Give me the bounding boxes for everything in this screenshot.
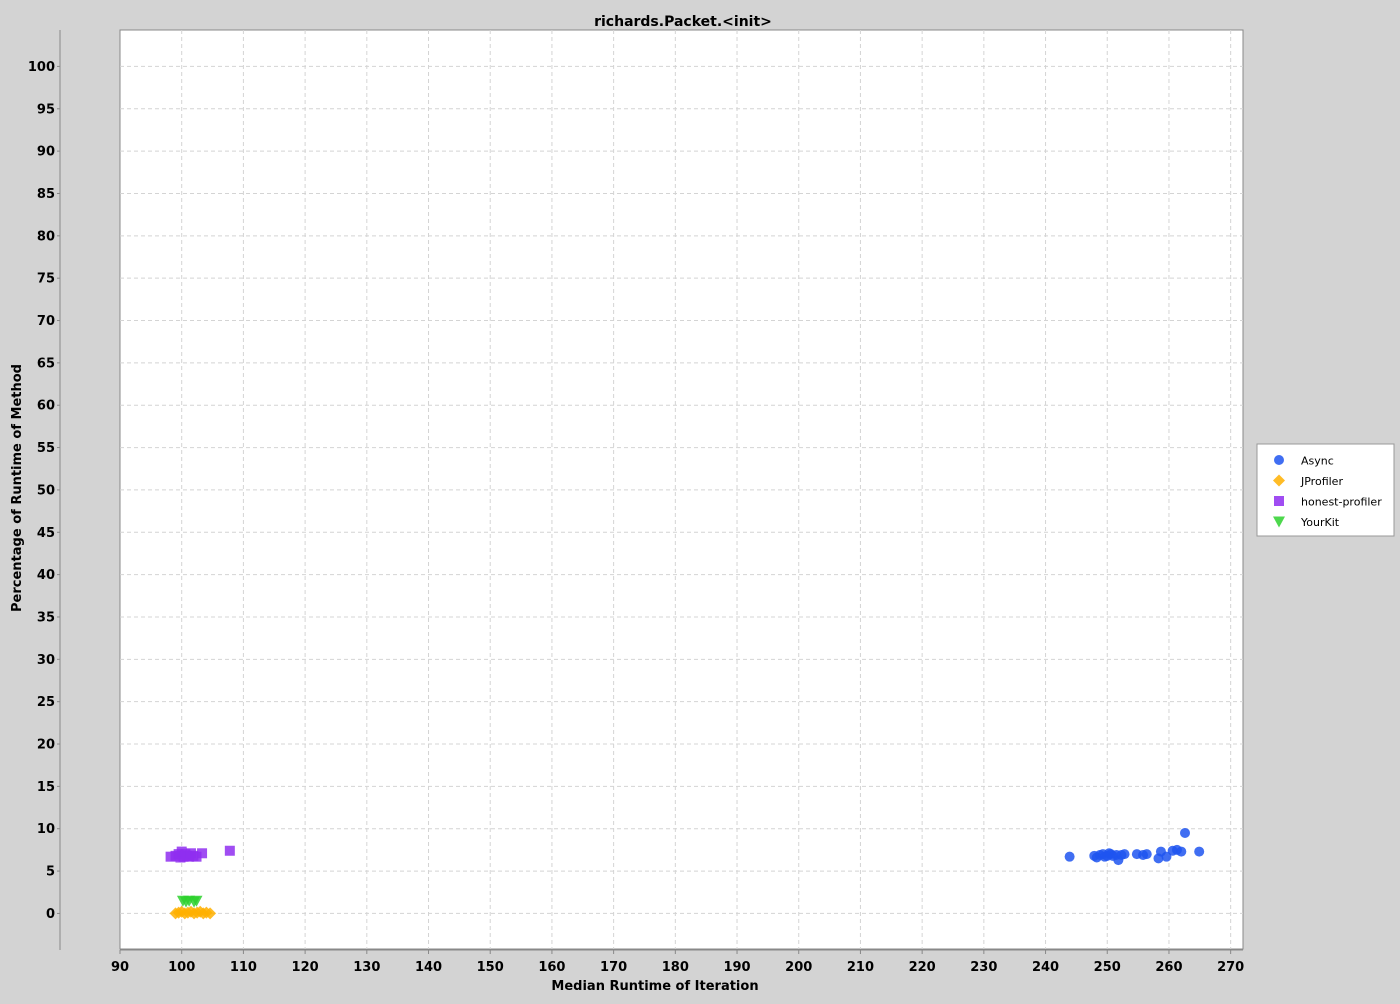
x-tick-label: 210	[847, 960, 874, 975]
x-tick-label: 120	[292, 960, 319, 975]
data-point	[1119, 849, 1130, 860]
data-point	[1161, 851, 1172, 862]
legend: Async JProfiler honest-profiler YourKit	[1256, 443, 1395, 537]
legend-label: Async	[1301, 455, 1334, 468]
x-tick-label: 220	[909, 960, 936, 975]
x-tick-label: 90	[111, 960, 129, 975]
x-tick-label: 230	[970, 960, 997, 975]
data-point	[1064, 851, 1075, 862]
series-jprofiler	[169, 905, 217, 920]
x-tick-label: 160	[538, 960, 565, 975]
legend-label: YourKit	[1300, 516, 1340, 529]
grid	[120, 30, 1243, 949]
x-tick-label: 100	[168, 960, 195, 975]
y-tick-label: 0	[46, 907, 55, 922]
series-async	[1064, 827, 1205, 866]
y-tick-label: 45	[37, 526, 55, 541]
x-tick-label: 270	[1217, 960, 1244, 975]
x-tick-label: 250	[1094, 960, 1121, 975]
x-tick-label: 110	[230, 960, 257, 975]
y-tick-label: 85	[37, 187, 55, 202]
data-point	[1179, 827, 1190, 838]
legend-item: Async	[1274, 455, 1334, 468]
legend-marker	[1274, 455, 1284, 465]
series-yourkit	[176, 895, 203, 908]
x-tick-label: 140	[415, 960, 442, 975]
y-tick-label: 80	[37, 229, 55, 244]
y-tick-label: 30	[37, 653, 55, 668]
y-tick-label: 5	[46, 865, 55, 880]
legend-item: honest-profiler	[1274, 496, 1382, 509]
y-tick-label: 60	[37, 399, 55, 414]
data-point	[191, 851, 202, 862]
data-point	[204, 907, 217, 920]
x-tick-label: 170	[600, 960, 627, 975]
y-tick-label: 70	[37, 314, 55, 329]
y-tick-label: 65	[37, 356, 55, 371]
x-tick-label: 260	[1155, 960, 1182, 975]
legend-marker	[1273, 516, 1285, 528]
data-point	[1141, 849, 1152, 860]
x-tick-label: 240	[1032, 960, 1059, 975]
x-tick-label: 180	[662, 960, 689, 975]
y-tick-label: 50	[37, 483, 55, 498]
legend-item: YourKit	[1273, 516, 1340, 529]
y-tick-label: 15	[37, 780, 55, 795]
y-axis-title: Percentage of Runtime of Method	[10, 364, 25, 612]
y-tick-label: 55	[37, 441, 55, 456]
y-tick-label: 25	[37, 695, 55, 710]
y-axis-ticks: 0 5 10 15 20 25 30 35 40 45 50 55 60 65 70 75 80 85 90 95 10…	[28, 60, 60, 922]
x-tick-label: 190	[723, 960, 750, 975]
x-axis-ticks: 90 100 110 120 130 140 150 160 170 180 190 200 210 22…	[111, 950, 1244, 975]
y-tick-label: 75	[37, 272, 55, 287]
legend-item: JProfiler	[1273, 474, 1343, 488]
x-axis-title: Median Runtime of Iteration	[551, 979, 758, 994]
y-tick-label: 95	[37, 102, 55, 117]
series-honest-profiler	[165, 845, 235, 863]
data-point	[190, 895, 203, 907]
data-point	[1194, 846, 1205, 857]
data-points	[165, 827, 1205, 920]
data-point	[224, 845, 235, 856]
y-tick-label: 20	[37, 738, 55, 753]
y-tick-label: 10	[37, 822, 55, 837]
x-tick-label: 200	[785, 960, 812, 975]
x-tick-label: 150	[477, 960, 504, 975]
y-tick-label: 90	[37, 145, 55, 160]
y-tick-label: 35	[37, 610, 55, 625]
data-point	[197, 848, 208, 859]
legend-label: honest-profiler	[1301, 496, 1382, 509]
y-tick-label: 40	[37, 568, 55, 583]
chart-title: richards.Packet.<init>	[594, 14, 772, 30]
y-tick-label: 100	[28, 60, 55, 75]
x-tick-label: 130	[353, 960, 380, 975]
legend-label: JProfiler	[1300, 475, 1343, 488]
legend-marker	[1274, 496, 1284, 506]
data-point	[1176, 846, 1187, 857]
legend-marker	[1273, 474, 1285, 487]
